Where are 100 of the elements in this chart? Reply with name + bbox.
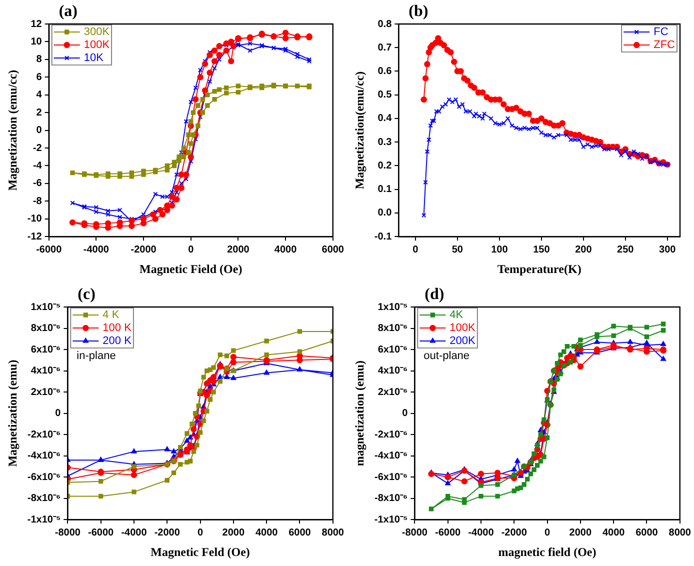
y-tick-label: -1x10⁻⁵ <box>27 514 61 526</box>
x-tick-label: 6000 <box>288 527 312 538</box>
x-tick-label: -6000 <box>36 244 62 256</box>
x-tick-label: 4000 <box>602 527 626 538</box>
legend-label: 200 K <box>102 335 132 348</box>
y-tick-label: 10 <box>30 36 42 48</box>
y-tick-label: -2x10⁻⁶ <box>27 429 61 440</box>
y-tick-label: 6x10⁻⁶ <box>378 344 408 356</box>
x-tick-label: -4000 <box>468 527 494 538</box>
y-tick-label: -6x10⁻⁶ <box>374 472 408 483</box>
y-tick-label: 0.7 <box>378 42 392 54</box>
y-tick-label: 4x10⁻⁶ <box>378 366 408 377</box>
y-tick-label: 0.4 <box>378 113 392 124</box>
x-axis-title: magnetic field (Oe) <box>498 544 596 559</box>
legend-label: 100 K <box>102 322 132 334</box>
x-tick-label: 6000 <box>322 244 344 256</box>
annotation: out-plane <box>424 350 470 362</box>
legend-label: 100K <box>84 39 110 52</box>
y-tick-label: 0.0 <box>378 208 392 219</box>
x-tick-label: 150 <box>533 244 550 256</box>
x-tick-label: -8000 <box>54 527 81 538</box>
x-tick-label: -8000 <box>402 527 428 538</box>
y-tick-label: 12 <box>30 18 42 30</box>
y-tick-label: 0 <box>36 125 42 136</box>
chart-title: (d) <box>424 286 444 304</box>
x-tick-label: -2000 <box>501 527 528 538</box>
x-tick-label: 2000 <box>222 527 245 538</box>
x-tick-label: -6000 <box>88 527 114 538</box>
chart-title: (c) <box>78 286 96 304</box>
legend-label: ZFC <box>654 39 676 52</box>
x-tick-label: 4000 <box>255 527 278 538</box>
x-tick-label: -4000 <box>83 244 110 256</box>
y-tick-label: 0.1 <box>378 184 392 196</box>
y-tick-label: 2x10⁻⁶ <box>30 386 61 398</box>
y-tick-label: 1x10⁻⁵ <box>378 302 408 313</box>
y-axis-title: Magnetization (emu/cc) <box>5 70 20 191</box>
legend-label: 10K <box>84 52 104 64</box>
x-tick-label: 6000 <box>636 527 658 538</box>
y-tick-label: 0.2 <box>378 160 392 172</box>
y-tick-label: 8 <box>36 54 42 66</box>
y-tick-label: -4x10⁻⁶ <box>374 450 408 462</box>
y-tick-label: 8x10⁻⁶ <box>378 323 408 334</box>
y-tick-label: -8 <box>32 196 42 207</box>
y-tick-label: -0.1 <box>374 231 392 242</box>
y-tick-label: 4x10⁻⁶ <box>30 366 61 377</box>
x-tick-label: 2000 <box>569 527 592 538</box>
x-tick-label: 50 <box>452 244 464 256</box>
y-tick-label: -8x10⁻⁶ <box>374 493 408 504</box>
y-tick-label: -6x10⁻⁶ <box>27 472 61 483</box>
x-axis-title: Temperature(K) <box>497 262 582 276</box>
x-tick-label: 8000 <box>322 527 344 538</box>
y-tick-label: -1x10⁻⁵ <box>374 514 408 526</box>
x-tick-label: 8000 <box>668 527 692 538</box>
x-tick-label: 250 <box>617 244 634 256</box>
y-tick-label: 0.8 <box>378 18 392 30</box>
legend-label: FC <box>654 26 668 38</box>
y-tick-label: -4 <box>32 160 42 172</box>
y-tick-label: 2 <box>36 107 42 118</box>
y-tick-label: 6x10⁻⁶ <box>30 344 61 356</box>
y-tick-label: -10 <box>27 214 42 225</box>
y-tick-label: 2x10⁻⁶ <box>378 386 408 398</box>
y-tick-label: -12 <box>27 231 42 242</box>
x-tick-label: 300 <box>659 244 676 256</box>
y-tick-label: 4 <box>36 90 42 101</box>
annotation: in-plane <box>76 350 116 362</box>
legend-label: 300K <box>84 26 110 38</box>
y-tick-label: -2 <box>32 142 42 154</box>
x-tick-label: 100 <box>491 244 508 256</box>
x-tick-label: -2000 <box>154 527 180 538</box>
chart-title: (a) <box>58 3 78 20</box>
y-tick-label: -2x10⁻⁶ <box>374 429 408 440</box>
x-axis-title: Magnetic Field (Oe) <box>140 262 242 276</box>
x-tick-label: 0 <box>188 244 194 256</box>
y-tick-label: -8x10⁻⁶ <box>27 493 61 504</box>
legend-label: 200K <box>450 335 476 348</box>
x-axis-title: Magnetic Feld (Oe) <box>150 544 250 559</box>
y-tick-label: 1x10⁻⁵ <box>30 302 61 313</box>
chart-title: (b) <box>408 3 428 20</box>
x-tick-label: -2000 <box>130 244 157 256</box>
y-tick-label: 0.5 <box>378 90 392 101</box>
x-tick-label: 4000 <box>274 244 298 256</box>
y-tick-label: -6 <box>32 178 42 190</box>
legend-label: 4K <box>450 309 464 322</box>
y-tick-label: 0 <box>402 408 408 420</box>
y-tick-label: 8x10⁻⁶ <box>30 323 61 334</box>
x-tick-label: -4000 <box>121 527 148 538</box>
y-axis-title: Magnetization(emu/cc) <box>352 71 366 190</box>
x-tick-label: 200 <box>575 244 592 256</box>
legend-label: 100K <box>450 322 476 334</box>
legend-label: 4 K <box>102 309 120 322</box>
y-tick-label: 0.6 <box>378 66 392 77</box>
y-axis-title: Magnetization (emu) <box>5 360 20 467</box>
y-tick-label: 0 <box>55 408 62 420</box>
y-axis-title: magnetization (emu) <box>352 360 366 466</box>
x-tick-label: 0 <box>544 527 550 538</box>
y-tick-label: 0.3 <box>378 136 392 148</box>
y-tick-label: -4x10⁻⁶ <box>27 450 61 462</box>
x-tick-label: -6000 <box>435 527 462 538</box>
x-tick-label: 0 <box>412 244 419 256</box>
y-tick-label: 6 <box>36 72 42 83</box>
